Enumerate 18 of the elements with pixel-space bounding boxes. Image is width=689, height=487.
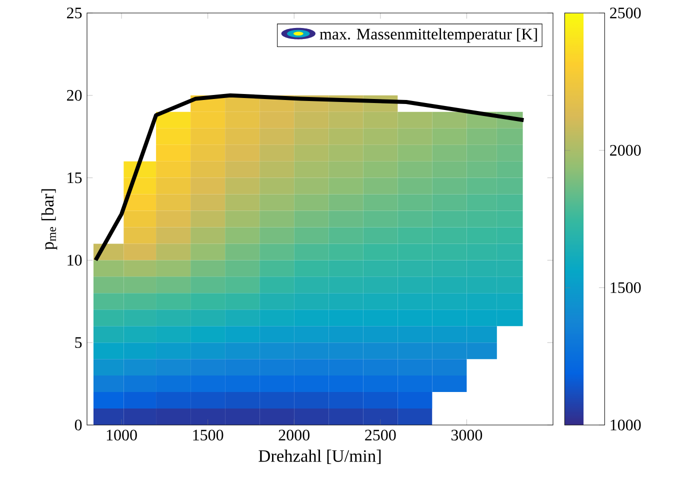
y-tick-label: 10	[68, 254, 82, 266]
color-bar-label: 1000	[610, 420, 641, 430]
y-tick-label: 20	[67, 90, 82, 101]
y-tick-label: 15	[68, 172, 82, 184]
color-bar-label: 2500	[610, 8, 641, 18]
legend-title: max. Massenmitteltemperatur [K]	[320, 28, 537, 43]
color-bar-label: 2000	[610, 144, 641, 156]
color-bar-label: 1500	[610, 282, 641, 294]
y-axis-title: p$_{me}$ [bar]	[41, 189, 58, 250]
x-tick-label: 1500	[193, 430, 224, 440]
x-tick-label: 1000	[106, 430, 137, 440]
x-axis-title: Drehzahl [U/min]	[258, 450, 381, 464]
x-tick-label: 2000	[278, 430, 310, 440]
y-tick-label: 5	[75, 337, 82, 348]
y-tick-label: 0	[74, 420, 82, 430]
x-tick-label: 3000	[451, 430, 482, 440]
y-tick-label: 25	[67, 8, 82, 18]
x-tick-label: 2500	[365, 430, 396, 440]
